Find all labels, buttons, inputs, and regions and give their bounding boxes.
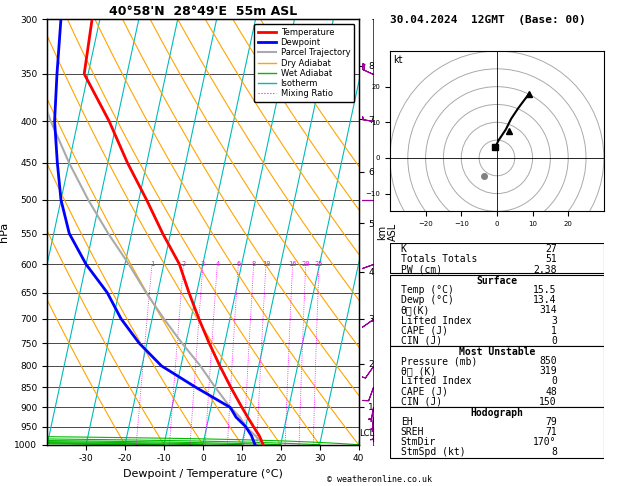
Text: CIN (J): CIN (J) [401, 397, 442, 407]
Text: Hodograph: Hodograph [470, 408, 523, 418]
Text: © weatheronline.co.uk: © weatheronline.co.uk [327, 474, 432, 484]
Text: 25: 25 [314, 261, 323, 267]
Text: kt: kt [394, 54, 403, 65]
Text: Lifted Index: Lifted Index [401, 315, 471, 326]
Text: 850: 850 [539, 356, 557, 366]
Bar [390, 346, 604, 407]
Text: CIN (J): CIN (J) [401, 336, 442, 346]
Text: Lifted Index: Lifted Index [401, 376, 471, 386]
Text: 71: 71 [545, 427, 557, 437]
Text: CAPE (J): CAPE (J) [401, 326, 448, 336]
Text: Temp (°C): Temp (°C) [401, 285, 454, 295]
Text: 150: 150 [539, 397, 557, 407]
Text: 0: 0 [551, 376, 557, 386]
Text: K: K [401, 243, 406, 254]
Text: 51: 51 [545, 254, 557, 264]
Text: 170°: 170° [533, 437, 557, 447]
Text: 1: 1 [150, 261, 154, 267]
Text: 2.38: 2.38 [533, 265, 557, 275]
Text: 27: 27 [545, 243, 557, 254]
Text: 20: 20 [301, 261, 310, 267]
Text: θᴇ(K): θᴇ(K) [401, 305, 430, 315]
Text: StmSpd (kt): StmSpd (kt) [401, 448, 465, 457]
Text: Surface: Surface [476, 276, 518, 286]
Text: 314: 314 [539, 305, 557, 315]
Y-axis label: km
ASL: km ASL [377, 223, 398, 241]
Text: LCL: LCL [359, 430, 374, 438]
Bar [390, 275, 604, 346]
Bar [390, 243, 604, 274]
Text: CAPE (J): CAPE (J) [401, 386, 448, 397]
Text: 30.04.2024  12GMT  (Base: 00): 30.04.2024 12GMT (Base: 00) [390, 15, 586, 25]
Text: EH: EH [401, 417, 413, 427]
Text: 13.4: 13.4 [533, 295, 557, 305]
Text: 2: 2 [181, 261, 186, 267]
Text: 1: 1 [551, 326, 557, 336]
Text: PW (cm): PW (cm) [401, 265, 442, 275]
Text: 15.5: 15.5 [533, 285, 557, 295]
Text: Dewp (°C): Dewp (°C) [401, 295, 454, 305]
Text: 8: 8 [551, 448, 557, 457]
Y-axis label: hPa: hPa [0, 222, 9, 242]
Text: θᴇ (K): θᴇ (K) [401, 366, 436, 376]
Text: 0: 0 [551, 336, 557, 346]
Text: Totals Totals: Totals Totals [401, 254, 477, 264]
Text: 3: 3 [551, 315, 557, 326]
X-axis label: Dewpoint / Temperature (°C): Dewpoint / Temperature (°C) [123, 469, 283, 479]
Text: 79: 79 [545, 417, 557, 427]
Text: 6: 6 [236, 261, 240, 267]
Text: Pressure (mb): Pressure (mb) [401, 356, 477, 366]
Text: StmDir: StmDir [401, 437, 436, 447]
Text: 319: 319 [539, 366, 557, 376]
Title: 40°58'N  28°49'E  55m ASL: 40°58'N 28°49'E 55m ASL [109, 5, 297, 18]
Text: 10: 10 [262, 261, 270, 267]
Legend: Temperature, Dewpoint, Parcel Trajectory, Dry Adiabat, Wet Adiabat, Isotherm, Mi: Temperature, Dewpoint, Parcel Trajectory… [254, 24, 354, 103]
Text: 4: 4 [215, 261, 220, 267]
Text: SREH: SREH [401, 427, 424, 437]
Bar [390, 407, 604, 457]
Text: 8: 8 [252, 261, 256, 267]
Text: 3: 3 [201, 261, 205, 267]
Text: 16: 16 [288, 261, 297, 267]
Text: Most Unstable: Most Unstable [459, 347, 535, 357]
Text: 48: 48 [545, 386, 557, 397]
